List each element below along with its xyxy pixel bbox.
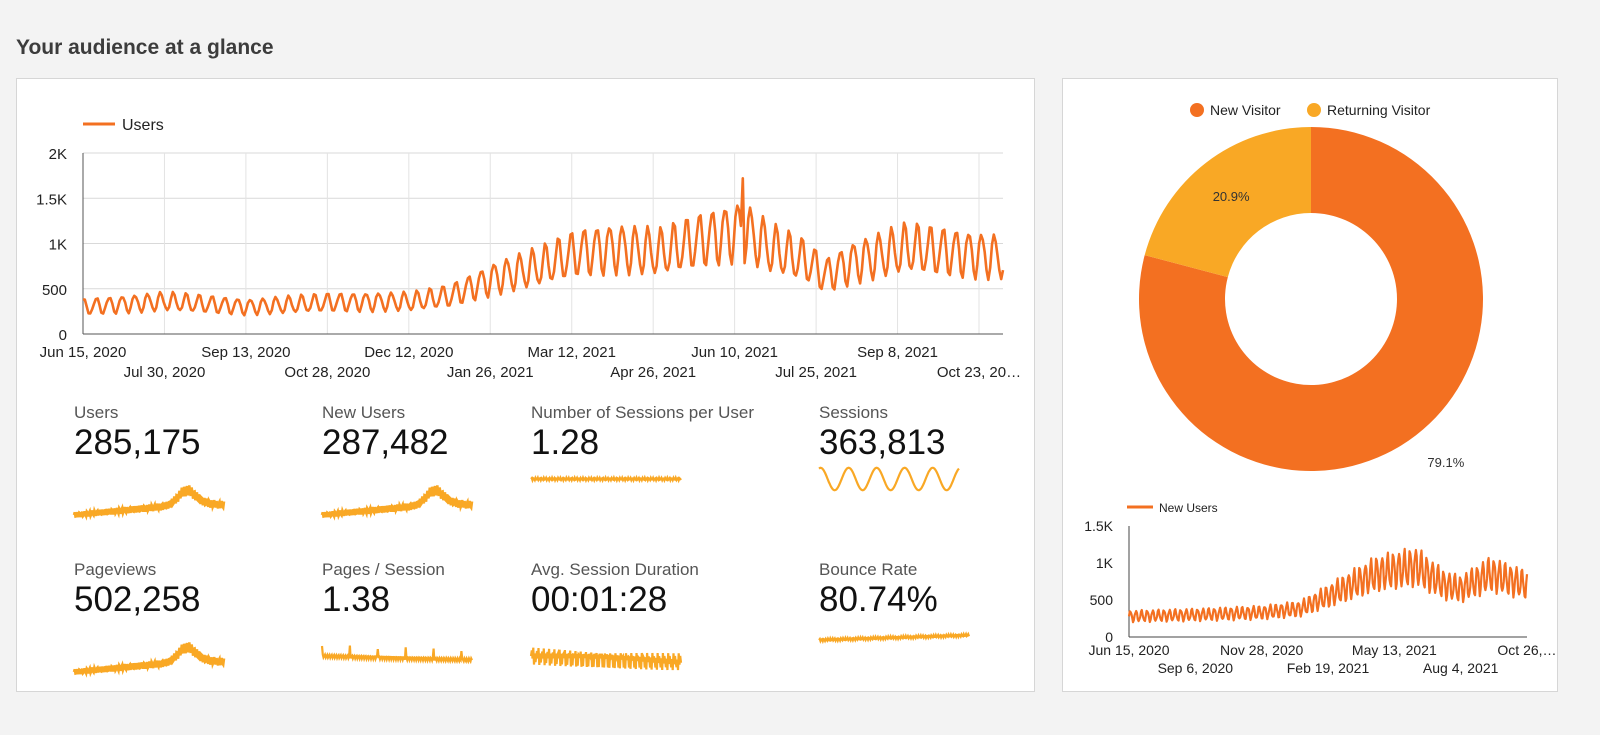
- metric-value: 80.74%: [819, 580, 938, 619]
- y-tick-label: 500: [1090, 592, 1114, 608]
- metric-card-pageviews[interactable]: Pageviews 502,258: [74, 560, 201, 620]
- x-tick-label: Sep 13, 2020: [201, 344, 290, 361]
- metric-card-avg-session-duration[interactable]: Avg. Session Duration 00:01:28: [531, 560, 699, 620]
- metric-label: Pageviews: [74, 560, 157, 579]
- visitor-type-donut-chart: New Visitor Returning Visitor 79.1% 20.9…: [1139, 102, 1483, 471]
- y-tick-label: 1.5K: [1084, 518, 1113, 534]
- legend-item-new-visitor[interactable]: New Visitor: [1190, 102, 1281, 118]
- sparkline: [818, 466, 960, 492]
- metric-card-number-of-sessions-per-user[interactable]: Number of Sessions per User 1.28: [531, 403, 754, 463]
- metric-card-sessions[interactable]: Sessions 363,813: [819, 403, 946, 463]
- new-users-line-chart: New Users 0 500 1K 1.5K Jun 15, 2020 Sep 6, …: [1084, 501, 1557, 676]
- y-axis: 0 500 1K 1.5K: [1084, 518, 1130, 645]
- legend-label-users: Users: [122, 117, 164, 134]
- metric-label: Sessions: [819, 403, 888, 422]
- sparkline: [320, 485, 474, 521]
- sparkline: [320, 645, 473, 665]
- y-tick-label: 1.5K: [36, 191, 67, 208]
- x-tick-label: Jun 15, 2020: [40, 344, 127, 361]
- x-tick-label: Oct 26,…: [1497, 642, 1556, 658]
- new-users-legend[interactable]: New Users: [1127, 501, 1218, 515]
- y-tick-label: 500: [42, 282, 67, 299]
- metric-value: 1.28: [531, 423, 600, 462]
- x-tick-label: Aug 4, 2021: [1423, 660, 1499, 676]
- y-tick-label: 0: [1105, 629, 1113, 645]
- legend-label-new-visitor: New Visitor: [1210, 102, 1281, 118]
- y-tick-label: 0: [59, 327, 67, 344]
- sparkline-path: [72, 642, 226, 678]
- sparkline-path: [529, 647, 683, 671]
- x-tick-label: Jul 30, 2020: [124, 364, 206, 381]
- x-tick-label: Sep 6, 2020: [1158, 660, 1234, 676]
- x-tick-label: Oct 28, 2020: [284, 364, 370, 381]
- metric-label: Number of Sessions per User: [531, 403, 754, 422]
- x-tick-label: Jun 10, 2021: [691, 344, 778, 361]
- y-axis: 0 500 1K 1.5K 2K: [36, 146, 84, 344]
- overview-panel: Users 0 500 1K 1.5K 2K Jun 15, 2020 Jul 30, 2…: [16, 78, 1035, 692]
- metric-label: Avg. Session Duration: [531, 560, 699, 579]
- metric-card-users[interactable]: Users 285,175: [74, 403, 201, 463]
- sparkline: [72, 642, 226, 678]
- slice-label-new-visitor: 79.1%: [1427, 455, 1464, 470]
- sparkline-path: [530, 474, 682, 484]
- metric-label: New Users: [322, 403, 406, 422]
- x-tick-label: May 13, 2021: [1352, 642, 1437, 658]
- x-tick-label: Oct 23, 20…: [937, 364, 1021, 381]
- donut-slice-new-visitor[interactable]: [1139, 127, 1483, 471]
- users-line-chart: Users 0 500 1K 1.5K 2K Jun 15, 2020 Jul 30, 2…: [36, 117, 1021, 381]
- legend-label-new-users: New Users: [1159, 501, 1218, 515]
- x-tick-label: Jan 26, 2021: [447, 364, 534, 381]
- metric-value: 502,258: [74, 580, 201, 619]
- y-tick-label: 2K: [49, 146, 67, 163]
- metric-value: 285,175: [74, 423, 201, 462]
- sparkline-path: [72, 485, 226, 521]
- sparkline-path: [320, 485, 474, 521]
- visitors-panel: New Visitor Returning Visitor 79.1% 20.9…: [1062, 78, 1558, 692]
- legend-item-returning-visitor[interactable]: Returning Visitor: [1307, 102, 1431, 118]
- sparkline: [818, 631, 971, 645]
- metric-card-pages-session[interactable]: Pages / Session 1.38: [322, 560, 445, 620]
- users-legend[interactable]: Users: [83, 117, 164, 134]
- x-tick-label: Dec 12, 2020: [364, 344, 453, 361]
- sparkline-path: [320, 645, 473, 665]
- legend-dot-new-visitor: [1190, 103, 1204, 117]
- slice-label-returning-visitor: 20.9%: [1213, 189, 1250, 204]
- metric-value: 363,813: [819, 423, 946, 462]
- series-line-users: [83, 177, 1005, 317]
- metric-value: 00:01:28: [531, 580, 668, 619]
- x-tick-label: Sep 8, 2021: [857, 344, 938, 361]
- series-line-new-users: [1127, 547, 1529, 624]
- x-axis: Jun 15, 2020 Jul 30, 2020 Sep 13, 2020 Oct …: [40, 333, 1021, 381]
- legend-label-returning-visitor: Returning Visitor: [1327, 102, 1431, 118]
- metric-label: Pages / Session: [322, 560, 445, 579]
- y-tick-label: 1K: [1096, 555, 1114, 571]
- metric-value: 1.38: [322, 580, 391, 619]
- metric-card-bounce-rate[interactable]: Bounce Rate 80.74%: [819, 560, 938, 620]
- x-tick-label: Jun 15, 2020: [1089, 642, 1170, 658]
- legend-dot-returning-visitor: [1307, 103, 1321, 117]
- sparkline-path: [818, 466, 960, 492]
- x-tick-label: Nov 28, 2020: [1220, 642, 1303, 658]
- x-tick-label: Jul 25, 2021: [775, 364, 857, 381]
- sparkline: [529, 647, 683, 671]
- metric-value: 287,482: [322, 423, 449, 462]
- x-tick-label: Apr 26, 2021: [610, 364, 696, 381]
- metric-label: Users: [74, 403, 119, 422]
- donut-legend: New Visitor Returning Visitor: [1190, 102, 1431, 118]
- x-axis: Jun 15, 2020 Sep 6, 2020 Nov 28, 2020 Feb 1…: [1089, 636, 1557, 676]
- metric-label: Bounce Rate: [819, 560, 918, 579]
- page-title: Your audience at a glance: [16, 36, 274, 59]
- sparkline: [530, 474, 682, 484]
- sparkline-path: [818, 631, 971, 645]
- x-tick-label: Feb 19, 2021: [1287, 660, 1370, 676]
- donut-slice-returning-visitor[interactable]: [1144, 127, 1311, 278]
- x-tick-label: Mar 12, 2021: [528, 344, 616, 361]
- sparkline: [72, 485, 226, 521]
- metric-card-new-users[interactable]: New Users 287,482: [322, 403, 449, 463]
- y-tick-label: 1K: [49, 237, 67, 254]
